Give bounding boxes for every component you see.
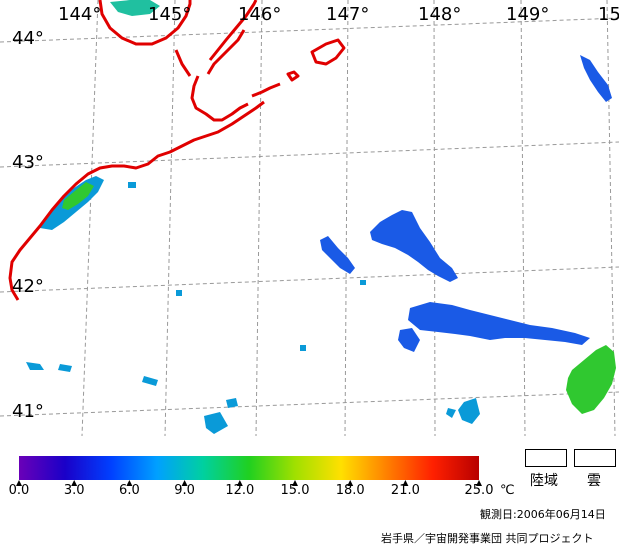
colorbar-tick-label: 12.0 — [225, 483, 254, 498]
lon-label-148: 148° — [418, 4, 461, 25]
sst-patches-blue — [320, 55, 612, 352]
colorbar-tick-mark — [292, 480, 298, 486]
lon-label-145: 145° — [148, 4, 191, 25]
lat-label-41: 41° — [12, 401, 44, 422]
colorbar-tick-label: 15.0 — [281, 483, 310, 498]
colorbar-tick-label: 0.0 — [9, 483, 30, 498]
lat-label-42: 42° — [12, 276, 44, 297]
colorbar-tick-labels: 0.0 3.0 6.0 9.0 12.0 15.0 18.0 21.0 25.0 — [9, 483, 494, 498]
land-legend-label: 陸域 — [530, 473, 558, 489]
lat-label-44: 44° — [12, 28, 44, 49]
lon-label-144: 144° — [58, 4, 101, 25]
colorbar-tick-label: 3.0 — [64, 483, 85, 498]
project-credit: 岩手県／宇宙開発事業団 共同プロジェクト — [381, 532, 594, 545]
temperature-colorbar: 0.0 3.0 6.0 9.0 12.0 15.0 18.0 21.0 25.0 ℃ — [9, 456, 515, 498]
coastline — [8, 0, 346, 301]
colorbar-tick-mark — [126, 480, 133, 486]
colorbar-tick-label: 6.0 — [119, 483, 140, 498]
lon-label-147: 147° — [326, 4, 369, 25]
observation-date: 観測日:2006年06月14日 — [480, 508, 606, 521]
colorbar-tick-mark — [16, 480, 22, 486]
lon-label-150: 15 — [598, 4, 619, 25]
lon-label-146: 146° — [238, 4, 281, 25]
colorbar-tick-mark — [236, 480, 243, 486]
cloud-legend-label: 雲 — [587, 473, 601, 489]
colorbar-gradient — [19, 456, 479, 480]
colorbar-tick-label: 25.0 — [465, 483, 494, 498]
colorbar-unit: ℃ — [500, 483, 515, 498]
colorbar-ticks — [16, 480, 482, 486]
colorbar-tick-mark — [181, 480, 188, 486]
lat-label-43: 43° — [12, 152, 44, 173]
colorbar-tick-mark — [476, 480, 482, 486]
land-legend-swatch — [525, 449, 567, 467]
colorbar-tick-mark — [402, 480, 409, 486]
colorbar-tick-label: 18.0 — [336, 483, 365, 498]
colorbar-tick-mark — [347, 480, 354, 486]
graticule — [0, 0, 619, 436]
sst-patches-mint — [110, 0, 160, 16]
colorbar-tick-label: 9.0 — [174, 483, 195, 498]
latitude-labels: 44° 43° 42° 41° — [12, 28, 44, 422]
longitude-labels: 144° 145° 146° 147° 148° 149° 15 — [58, 4, 619, 25]
colorbar-tick-mark — [71, 480, 78, 486]
cloud-legend-swatch — [574, 449, 616, 467]
colorbar-tick-label: 21.0 — [391, 483, 420, 498]
sst-patches-green — [62, 182, 616, 414]
sea-surface-temperature-map: 144° 145° 146° 147° 148° 149° 15 44° 43°… — [0, 0, 619, 436]
lon-label-149: 149° — [506, 4, 549, 25]
